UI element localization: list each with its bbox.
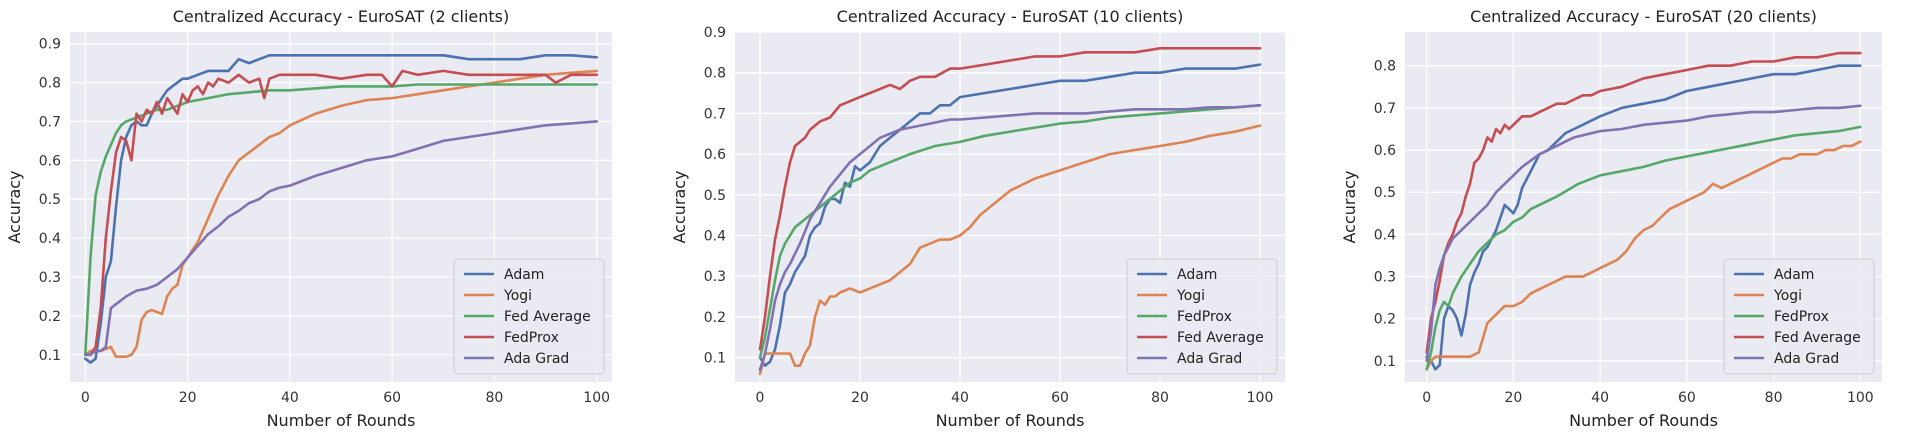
- x-tick-label: 40: [281, 390, 299, 406]
- legend-label: FedProx: [1774, 309, 1829, 325]
- x-axis-label: Number of Rounds: [1569, 411, 1718, 430]
- series-line-adam: [758, 63, 1262, 368]
- y-axis-label: Accuracy: [670, 170, 689, 243]
- y-tick-label: 0.5: [704, 188, 726, 204]
- y-tick-label: 0.7: [1374, 101, 1396, 117]
- series-line-ada-grad: [84, 120, 599, 357]
- series-line-fedprox: [1425, 125, 1862, 371]
- legend-label: Fed Average: [504, 309, 591, 325]
- y-tick-label: 0.8: [704, 66, 726, 82]
- legend: Adam Yogi Fed Average FedProx Ada Grad: [453, 258, 605, 375]
- y-tick-label: 0.2: [1374, 312, 1396, 328]
- legend: Adam Yogi FedProx Fed Average Ada Grad: [1723, 258, 1875, 375]
- legend-label: Ada Grad: [1774, 351, 1839, 367]
- y-axis-label: Accuracy: [1340, 170, 1359, 243]
- x-tick-label: 20: [851, 390, 869, 406]
- y-tick-label: 0.1: [39, 348, 61, 364]
- legend-label: FedProx: [1177, 309, 1232, 325]
- series-line-fedprox: [758, 104, 1262, 359]
- y-tick-label: 0.1: [1374, 354, 1396, 370]
- y-tick-label: 0.5: [39, 192, 61, 208]
- legend-label: Adam: [504, 267, 544, 283]
- y-tick-label: 0.6: [39, 153, 61, 169]
- y-axis-label: Accuracy: [5, 170, 24, 243]
- y-tick-label: 0.8: [1374, 59, 1396, 75]
- x-tick-label: 100: [583, 390, 610, 406]
- x-tick-label: 100: [1247, 390, 1274, 406]
- series-line-yogi: [758, 124, 1262, 376]
- legend-box: [1126, 258, 1278, 375]
- legend-label: Fed Average: [1177, 330, 1264, 346]
- x-tick-label: 40: [951, 390, 969, 406]
- y-tick-label: 0.9: [39, 37, 61, 53]
- legend-label: Yogi: [1176, 288, 1205, 304]
- series-line-fed-average: [758, 46, 1262, 351]
- y-tick-label: 0.7: [704, 106, 726, 122]
- legend-label: FedProx: [504, 330, 559, 346]
- y-tick-label: 0.4: [39, 231, 61, 247]
- y-tick-label: 0.2: [704, 310, 726, 326]
- y-tick-label: 0.3: [39, 270, 61, 286]
- y-tick-label: 0.8: [39, 76, 61, 92]
- chart-panel-1: 0.1 0.2 0.3 0.4 0.5 0.6 0.7 0.8 0.9 0 20 40 60 80 100 C…: [5, 7, 612, 430]
- legend-box: [1723, 258, 1875, 375]
- y-tick-label: 0.1: [704, 351, 726, 367]
- series-line-yogi: [1425, 140, 1862, 371]
- legend: Adam Yogi FedProx Fed Average Ada Grad: [1126, 258, 1278, 375]
- x-tick-label: 0: [1422, 390, 1431, 406]
- y-tick-label: 0.6: [1374, 143, 1396, 159]
- x-axis-label: Number of Rounds: [267, 411, 416, 430]
- series-line-fed-average: [1425, 51, 1862, 354]
- legend-label: Ada Grad: [1177, 351, 1242, 367]
- x-tick-label: 20: [1504, 390, 1522, 406]
- x-axis-label: Number of Rounds: [936, 411, 1085, 430]
- x-tick-label: 100: [1847, 390, 1874, 406]
- y-tick-label: 0.5: [1374, 185, 1396, 201]
- x-tick-label: 80: [1765, 390, 1783, 406]
- series-line-adam: [1425, 64, 1862, 371]
- x-tick-label: 40: [1591, 390, 1609, 406]
- x-tick-label: 80: [485, 390, 503, 406]
- x-tick-label: 20: [179, 390, 197, 406]
- y-tick-label: 0.4: [1374, 227, 1396, 243]
- y-tick-label: 0.4: [704, 228, 726, 244]
- x-tick-label: 60: [1051, 390, 1069, 406]
- legend-label: Yogi: [1773, 288, 1802, 304]
- chart-title: Centralized Accuracy - EuroSAT (10 clien…: [837, 7, 1184, 26]
- legend-box: [453, 258, 605, 375]
- legend-label: Yogi: [503, 288, 532, 304]
- chart-panel-2: 0.1 0.2 0.3 0.4 0.5 0.6 0.7 0.8 0.9 0 20 40 60 80 100 C…: [670, 7, 1285, 430]
- legend-label: Adam: [1177, 267, 1217, 283]
- y-tick-label: 0.9: [704, 25, 726, 41]
- y-tick-label: 0.3: [704, 269, 726, 285]
- series-line-adam: [84, 53, 599, 364]
- y-tick-label: 0.7: [39, 114, 61, 130]
- series-line-fed-average: [84, 83, 599, 357]
- series-line-ada-grad: [1425, 104, 1862, 363]
- chart-title: Centralized Accuracy - EuroSAT (2 client…: [173, 7, 510, 26]
- x-tick-label: 0: [756, 390, 765, 406]
- x-tick-label: 0: [81, 390, 90, 406]
- legend-label: Fed Average: [1774, 330, 1861, 346]
- y-tick-label: 0.6: [704, 147, 726, 163]
- series-line-ada-grad: [758, 104, 1262, 372]
- x-tick-label: 60: [383, 390, 401, 406]
- y-tick-label: 0.3: [1374, 270, 1396, 286]
- series-line-yogi: [84, 69, 599, 359]
- series-line-fedprox: [84, 69, 599, 357]
- legend-label: Ada Grad: [504, 351, 569, 367]
- chart-title: Centralized Accuracy - EuroSAT (20 clien…: [1470, 7, 1817, 26]
- chart-panel-3: 0.1 0.2 0.3 0.4 0.5 0.6 0.7 0.8 0 20 40 60 80 100 Cent…: [1340, 7, 1882, 430]
- x-tick-label: 80: [1151, 390, 1169, 406]
- x-tick-label: 60: [1678, 390, 1696, 406]
- y-tick-label: 0.2: [39, 309, 61, 325]
- legend-label: Adam: [1774, 267, 1814, 283]
